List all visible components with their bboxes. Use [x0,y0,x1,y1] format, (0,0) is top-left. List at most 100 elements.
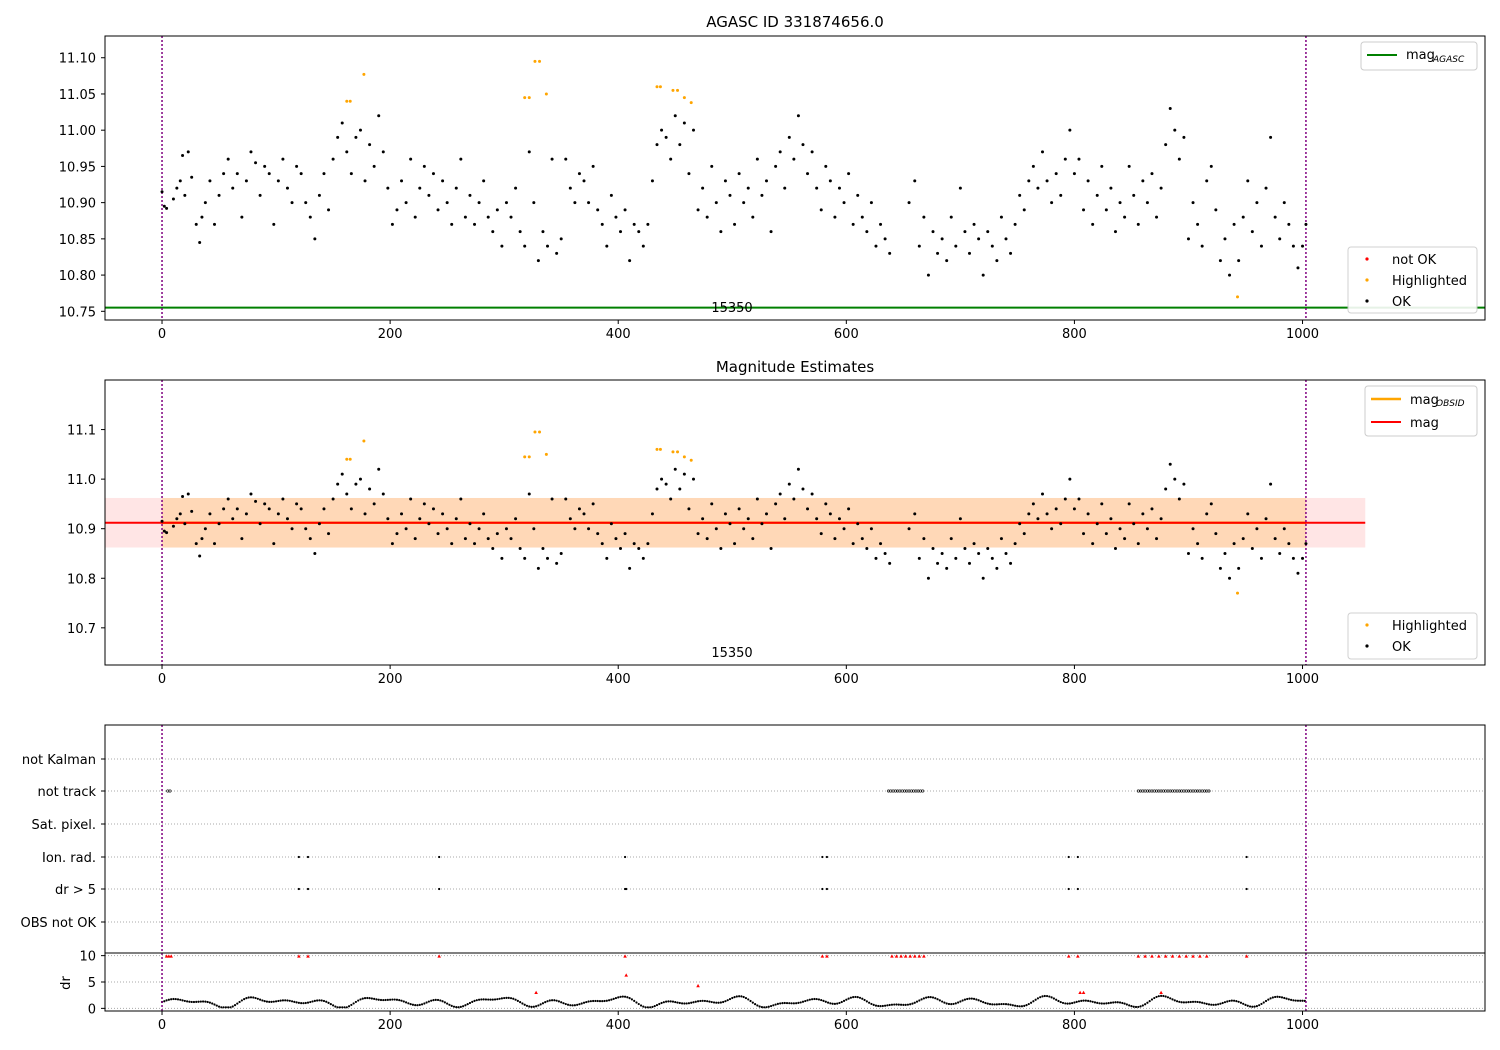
dr-point [1148,999,1151,1003]
p1-point-ok [1022,208,1026,212]
p2-point-ok [1091,542,1095,546]
dr-point [576,1003,579,1006]
dr-point [1226,1000,1229,1003]
dr-point [970,997,973,1000]
p2-ytick-label: 10.8 [67,572,96,587]
dr-point [753,1003,757,1006]
p1-point-ok [1040,150,1044,154]
dr-point [1014,1004,1017,1007]
p2-point-ok [1095,522,1099,526]
p1-point-ok [907,201,911,205]
dr-point [532,1005,535,1008]
p1-point-ok [1091,222,1095,226]
p1-point-ok [614,215,618,219]
p2-point-ok [1031,502,1035,506]
p1-xtick-label: 600 [834,327,859,342]
dr-point [233,1004,237,1007]
p1-point-ok [1232,222,1236,226]
p1-point-ok [764,179,768,183]
p2-point-ok [413,537,417,541]
dr-ytick-label: 5 [88,976,96,991]
p1-point-ok [1301,244,1305,248]
p1-point-ok [377,114,381,118]
dr-point [557,1000,561,1003]
dr-point [523,1003,526,1006]
dr-point [774,1003,777,1006]
p1-point-ok [559,237,563,241]
p1-point-ok [842,201,846,205]
p1-point-ok [1269,135,1273,139]
p1-point-ok [523,244,527,248]
p1-point-ok [454,186,458,190]
dr-point [1191,1000,1195,1003]
p1-point-ok [390,222,394,226]
dr-point [639,1004,643,1007]
p2-point-ok [787,482,791,486]
dr-point [904,1003,907,1006]
dr-point [1278,995,1281,999]
p1-point-ok [1141,179,1145,183]
p2-xtick-label: 0 [158,672,166,687]
p1-point-highlighted [655,85,659,89]
dr-flagged-point [167,954,171,958]
flag-dr5-marker [306,887,310,891]
p1-point-ok [990,244,994,248]
dr-point [170,998,173,1001]
p1-point-ok [1123,215,1127,219]
p1-point-ok [1264,186,1268,190]
p1-point-ok [646,222,650,226]
p2-point-ok [714,527,718,531]
p2-point-ok [450,542,454,546]
dr-point [592,999,595,1003]
p1-point-ok [1173,128,1177,132]
p2-point-ok [828,512,832,516]
p2-point-ok [468,522,472,526]
dr-point [699,999,702,1003]
p2-point-ok [936,561,940,565]
p1-point-ok [459,157,463,161]
dr-flagged-point [623,954,627,958]
p1-point-ok [395,208,399,212]
flag-ion-rad-marker [1245,855,1248,859]
dr-point [566,1003,570,1006]
dr-point [1025,1004,1028,1007]
dr-point [708,1000,711,1003]
dr-point [676,1001,679,1004]
dr-point [165,999,168,1002]
p2-point-ok [299,507,303,511]
p1-point-ok [441,179,445,183]
p2-point-highlighted [1236,591,1240,595]
p2-point-ok [673,467,677,471]
dr-point [1242,1002,1245,1005]
dr-point [1169,997,1172,1000]
dr-point [550,999,554,1002]
p2-point-ok [372,502,376,506]
p2-point-ok [883,551,887,555]
dr-point [1217,1003,1220,1006]
dr-point [290,1000,294,1003]
dr-point [842,999,846,1002]
dr-point [231,1005,234,1008]
p2-point-ok [746,517,750,521]
dr-point [1118,1001,1122,1004]
p2-point-ok [907,527,911,531]
dr-flagged-point [1198,954,1202,958]
p2-point-ok [178,512,182,516]
p1-point-ok [240,215,244,219]
dr-point [1178,1000,1181,1003]
dr-point [268,1000,271,1003]
dr-flagged-point [1191,954,1195,958]
p2-point-ok [532,527,536,531]
dr-point [1091,1000,1094,1003]
legend-agasc-lower: not OK Highlighted OK [1347,246,1478,314]
dr-point [468,1001,472,1005]
dr-point [487,998,490,1001]
p2-point-ok [792,497,796,501]
p2-point-ok [477,527,481,531]
p1-point-ok [1082,208,1086,212]
dr-point [578,1003,581,1006]
dr-point [521,1002,524,1005]
dr-point [635,1001,638,1004]
dr-point [749,999,752,1003]
p1-point-ok [682,121,686,125]
